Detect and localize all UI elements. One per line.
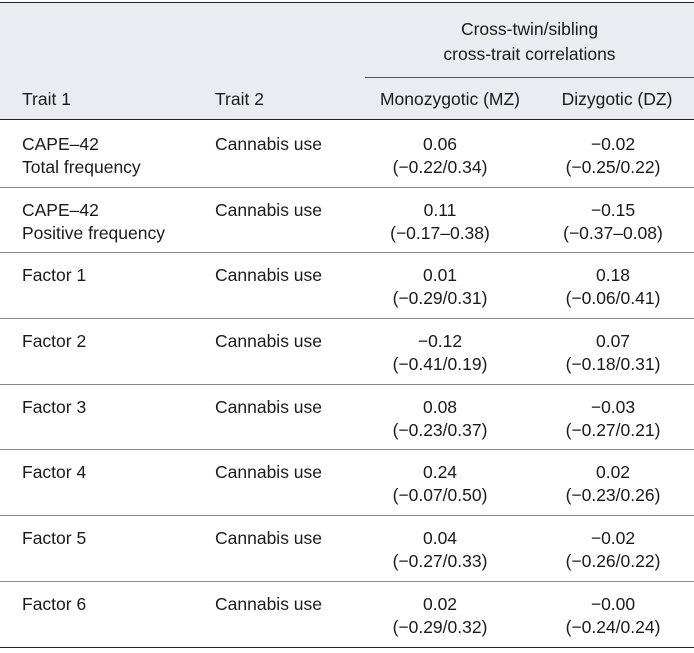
cell-mz-correlation: 0.11 (−0.17–0.38) xyxy=(345,199,535,245)
cell-dz-correlation: −0.00 (−0.24/0.24) xyxy=(532,593,694,639)
cell-dz-correlation: 0.07 (−0.18/0.31) xyxy=(532,330,694,376)
column-header-dz: Dizygotic (DZ) xyxy=(561,89,673,109)
cell-dz-correlation: 0.18 (−0.06/0.41) xyxy=(532,264,694,310)
cell-dz-correlation: −0.02 (−0.26/0.22) xyxy=(532,527,694,573)
cell-dz-correlation-line: 0.02 xyxy=(595,462,631,483)
cell-dz-correlation-line: −0.02 xyxy=(590,134,636,154)
cell-mz-correlation-line: (−0.23/0.37) xyxy=(392,419,488,440)
cell-dz-correlation-line: (−0.27/0.21) xyxy=(565,419,661,440)
table-row: Factor 5 Cannabis use 0.04 (−0.27/0.33) −0.0… xyxy=(0,516,694,582)
cell-dz-correlation-line: (−0.24/0.24) xyxy=(565,616,661,637)
cell-dz-correlation-line: (−0.25/0.22) xyxy=(565,157,661,177)
cell-trait1: Factor 5 xyxy=(22,527,86,550)
cell-trait2: Cannabis use xyxy=(215,199,323,220)
cell-dz-correlation-line: −0.02 xyxy=(590,528,636,549)
cell-dz-correlation-line: (−0.06/0.41) xyxy=(565,288,661,309)
cell-dz-correlation-line: (−0.37–0.08) xyxy=(563,222,663,243)
table-row: Factor 6 Cannabis use 0.02 (−0.29/0.32) −0.0… xyxy=(0,582,694,648)
cell-mz-correlation: 0.04 (−0.27/0.33) xyxy=(345,527,535,573)
cell-trait1-line: CAPE–42 xyxy=(22,134,99,154)
cell-trait1-line: Factor 1 xyxy=(22,265,87,286)
cell-mz-correlation: 0.06 (−0.22/0.34) xyxy=(345,133,535,179)
cell-trait1-line: Positive frequency xyxy=(22,222,165,243)
cell-mz-correlation: −0.12 (−0.41/0.19) xyxy=(345,330,535,376)
cell-dz-correlation: −0.03 (−0.27/0.21) xyxy=(532,396,694,442)
table-row: Factor 3 Cannabis use 0.08 (−0.23/0.37) −0.0… xyxy=(0,385,694,451)
cell-mz-correlation-line: 0.11 xyxy=(423,199,457,220)
cell-trait2: Cannabis use xyxy=(215,396,323,417)
table-row: Factor 4 Cannabis use 0.24 (−0.07/0.50) 0.02… xyxy=(0,450,694,517)
cell-mz-correlation-line: 0.24 xyxy=(422,462,458,483)
cell-mz-correlation-line: (−0.22/0.34) xyxy=(392,157,488,177)
table-row: CAPE–42 Positive frequency Cannabis use 0.1… xyxy=(0,188,694,254)
cell-trait1: Factor 3 xyxy=(22,396,86,419)
cell-mz-correlation-line: (−0.29/0.32) xyxy=(392,616,488,637)
cell-trait1-line: Factor 3 xyxy=(22,396,87,417)
table-header: Cross-twin/sibling cross-trait correlati… xyxy=(0,2,694,120)
cell-dz-correlation-line: 0.18 xyxy=(595,265,631,286)
cell-trait1: Factor 4 xyxy=(22,461,86,484)
cell-dz-correlation-line: −0.00 xyxy=(590,593,636,614)
cell-mz-correlation: 0.08 (−0.23/0.37) xyxy=(345,396,535,442)
group-header-line-2: cross-trait correlations xyxy=(443,44,616,64)
table-row: Factor 1 Cannabis use 0.01 (−0.29/0.31) 0.18… xyxy=(0,253,694,320)
cell-mz-correlation-line: (−0.27/0.33) xyxy=(392,551,488,572)
cell-trait1: CAPE–42 Positive frequency xyxy=(22,199,165,245)
column-header-trait2: Trait 2 xyxy=(215,89,264,109)
column-header-mz: Monozygotic (MZ) xyxy=(379,89,521,109)
cell-dz-correlation-line: 0.07 xyxy=(595,331,631,352)
cell-trait1-line: Factor 2 xyxy=(22,331,87,352)
cell-dz-correlation-line: (−0.18/0.31) xyxy=(565,354,661,375)
cell-dz-correlation: −0.15 (−0.37–0.08) xyxy=(532,199,694,245)
column-header-trait1: Trait 1 xyxy=(22,89,71,109)
cell-mz-correlation-line: 0.08 xyxy=(422,396,458,417)
cell-trait2: Cannabis use xyxy=(215,134,323,154)
cell-trait2: Cannabis use xyxy=(215,593,323,614)
cell-trait1-line: CAPE–42 xyxy=(22,199,99,220)
cell-trait1-line: Factor 5 xyxy=(22,528,87,549)
group-header-line-1: Cross-twin/sibling xyxy=(460,19,599,39)
cell-mz-correlation-line: (−0.07/0.50) xyxy=(392,485,488,506)
cell-trait1: Factor 2 xyxy=(22,330,86,353)
cell-dz-correlation-line: −0.15 xyxy=(590,199,636,220)
group-header: Cross-twin/sibling cross-trait correlati… xyxy=(365,17,694,67)
cell-trait2: Cannabis use xyxy=(215,462,323,483)
group-header-rule xyxy=(365,77,694,78)
cell-mz-correlation-line: −0.12 xyxy=(417,331,463,352)
cell-trait1-line: Total frequency xyxy=(22,157,141,177)
cell-trait1: CAPE–42 Total frequency xyxy=(22,133,141,179)
table-row: CAPE–42 Total frequency Cannabis use 0.06 (−… xyxy=(0,122,694,188)
cell-dz-correlation: 0.02 (−0.23/0.26) xyxy=(532,461,694,507)
cell-dz-correlation-line: (−0.26/0.22) xyxy=(565,551,661,572)
cell-dz-correlation: −0.02 (−0.25/0.22) xyxy=(532,133,694,179)
cell-mz-correlation: 0.02 (−0.29/0.32) xyxy=(345,593,535,639)
cell-trait1-line: Factor 4 xyxy=(22,462,87,483)
cell-trait2: Cannabis use xyxy=(215,331,323,352)
table-row: Factor 2 Cannabis use −0.12 (−0.41/0.19) 0.0… xyxy=(0,319,694,385)
cell-mz-correlation-line: 0.01 xyxy=(422,265,458,286)
cell-trait1: Factor 6 xyxy=(22,593,86,616)
cell-mz-correlation-line: (−0.41/0.19) xyxy=(392,354,488,375)
cell-mz-correlation-line: (−0.29/0.31) xyxy=(392,288,488,309)
cell-mz-correlation-line: 0.04 xyxy=(422,528,458,549)
cell-mz-correlation: 0.24 (−0.07/0.50) xyxy=(345,461,535,507)
cell-mz-correlation-line: (−0.17–0.38) xyxy=(390,222,490,243)
cell-trait2: Cannabis use xyxy=(215,528,323,549)
cell-dz-correlation-line: (−0.23/0.26) xyxy=(565,485,661,506)
cell-trait1: Factor 1 xyxy=(22,264,86,287)
table-body: CAPE–42 Total frequency Cannabis use 0.06 (−… xyxy=(0,122,694,648)
cell-dz-correlation-line: −0.03 xyxy=(590,396,636,417)
cell-mz-correlation-line: 0.02 xyxy=(422,593,458,614)
cell-trait2: Cannabis use xyxy=(215,265,323,286)
cell-trait1-line: Factor 6 xyxy=(22,593,87,614)
cell-mz-correlation-line: 0.06 xyxy=(422,134,458,154)
cell-mz-correlation: 0.01 (−0.29/0.31) xyxy=(345,264,535,310)
